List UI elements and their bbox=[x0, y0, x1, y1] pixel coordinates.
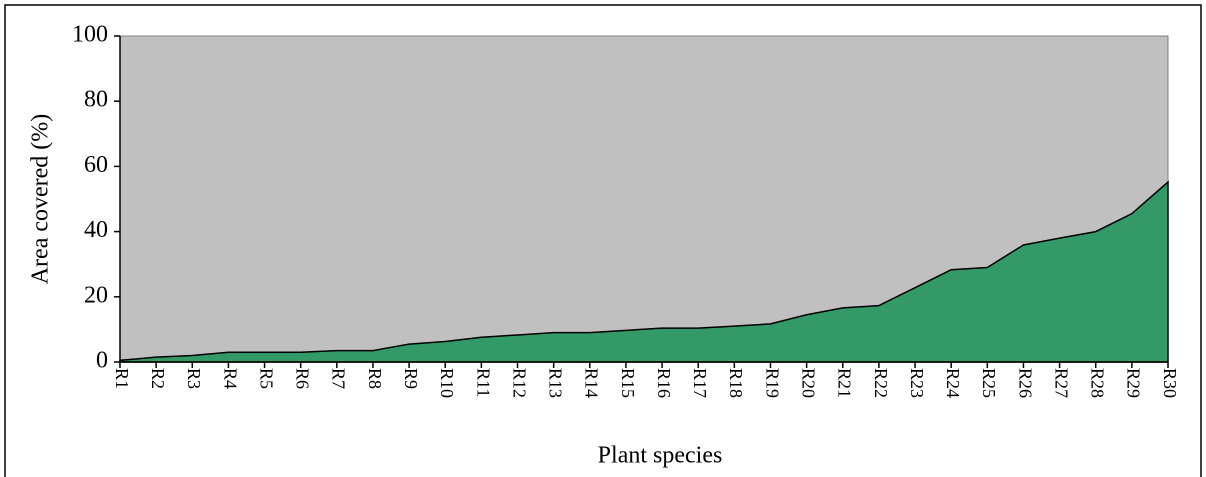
x-tick-label: R12 bbox=[509, 368, 529, 398]
y-tick-label: 80 bbox=[84, 87, 108, 113]
x-tick-label: R29 bbox=[1124, 368, 1144, 398]
x-tick-label: R17 bbox=[690, 368, 710, 398]
x-tick-label: R3 bbox=[184, 368, 204, 389]
y-tick-label: 60 bbox=[84, 152, 108, 178]
x-tick-label: R15 bbox=[618, 368, 638, 398]
x-tick-label: R5 bbox=[256, 368, 276, 389]
x-tick-label: R20 bbox=[798, 368, 818, 398]
x-tick-label: R18 bbox=[726, 368, 746, 398]
y-axis-label: Area covered (%) bbox=[28, 114, 54, 285]
x-tick-label: R14 bbox=[582, 368, 602, 398]
x-tick-label: R6 bbox=[293, 368, 313, 389]
y-tick-label: 0 bbox=[96, 348, 108, 374]
x-tick-label: R28 bbox=[1088, 368, 1108, 398]
x-tick-label: R7 bbox=[329, 368, 349, 389]
x-tick-label: R10 bbox=[437, 368, 457, 398]
x-tick-label: R8 bbox=[365, 368, 385, 389]
x-tick-label: R21 bbox=[835, 368, 855, 398]
x-tick-label: R24 bbox=[943, 368, 963, 398]
y-tick-label: 20 bbox=[84, 282, 108, 308]
x-tick-label: R11 bbox=[473, 368, 493, 397]
x-tick-label: R4 bbox=[220, 368, 240, 389]
y-tick-label: 40 bbox=[84, 217, 108, 243]
x-tick-label: R1 bbox=[112, 368, 132, 389]
x-tick-label: R16 bbox=[654, 368, 674, 398]
x-tick-label: R23 bbox=[907, 368, 927, 398]
x-tick-label: R2 bbox=[148, 368, 168, 389]
area bbox=[119, 180, 1169, 363]
x-tick-label: R22 bbox=[871, 368, 891, 398]
x-tick-label: R13 bbox=[546, 368, 566, 398]
x-tick-label: R19 bbox=[762, 368, 782, 398]
x-tick-label: R27 bbox=[1051, 368, 1071, 398]
x-axis-label: Plant species bbox=[598, 443, 723, 469]
x-tick-label: R25 bbox=[979, 368, 999, 398]
x-tick-label: R30 bbox=[1160, 368, 1180, 398]
frame bbox=[4, 4, 1202, 477]
y-tick-label: 100 bbox=[72, 22, 108, 48]
x-tick-label: R9 bbox=[401, 368, 421, 389]
x-tick-label: R26 bbox=[1015, 368, 1035, 398]
